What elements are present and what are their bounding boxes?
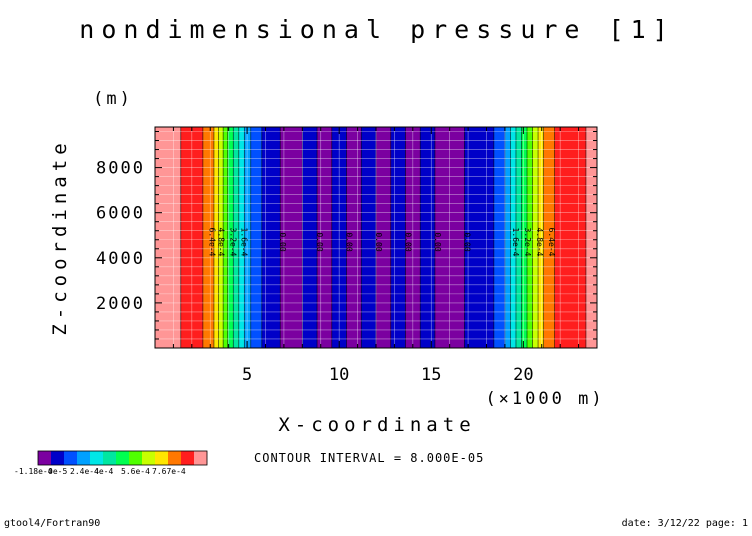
x-unit-label: (×1000 m)	[485, 389, 604, 409]
colorbar-swatch	[64, 451, 78, 465]
colorbar-label: 2.4e-4	[70, 467, 99, 476]
footer-left-text: gtool4/Fortran90	[4, 518, 100, 529]
colorbar-swatch	[168, 451, 182, 465]
contour-label: 0.00	[278, 232, 287, 251]
contour-interval-text: CONTOUR INTERVAL = 8.000E-05	[254, 451, 484, 465]
footer-right-text: date: 3/12/22 page: 1	[622, 518, 748, 529]
colorbar-swatch	[77, 451, 91, 465]
contour-label: 0.00	[462, 232, 471, 251]
contour-label: 0.00	[433, 232, 442, 251]
color-band	[464, 127, 495, 348]
color-band	[376, 127, 392, 348]
y-tick-label: 6000	[96, 204, 145, 224]
chart-title: nondimensional pressure [1]	[79, 15, 674, 44]
color-band	[543, 127, 556, 348]
contour-label: 1.6e-4	[240, 228, 249, 257]
color-band	[227, 127, 234, 348]
contour-label: 0.00	[315, 232, 324, 251]
colorbar-frame	[37, 450, 208, 466]
colorbar-label: -1.18e-4	[14, 467, 53, 476]
x-tick-label: 5	[242, 365, 252, 385]
color-band	[554, 127, 587, 348]
colorbar-labels: -1.18e-40e-5 2.4e-44e-4 5.6e-4 7.67e-4	[14, 467, 186, 476]
contour-label: 4.8e-4	[535, 228, 544, 257]
colorbar-label: 4e-4	[94, 467, 113, 476]
axis-ticks	[154, 127, 598, 348]
contour-label: 4.8e-4	[217, 228, 226, 257]
color-band	[223, 127, 229, 348]
color-band	[244, 127, 252, 348]
color-band	[302, 127, 318, 348]
contour-labels: 6.4e-4 4.8e-4 3.2e-4 1.6e-4 0.00 0.00 0.00 0.00…	[207, 228, 556, 257]
y-tick-label: 2000	[96, 294, 145, 314]
color-band	[521, 127, 528, 348]
contour-label: 6.4e-4	[547, 228, 556, 257]
contour-label: 3.2e-4	[229, 228, 238, 257]
y-unit-label: (m)	[93, 89, 133, 109]
y-axis-label: Z-coordinate	[49, 138, 71, 335]
colorbar-label: 0e-5	[48, 467, 67, 476]
color-band	[510, 127, 517, 348]
color-band	[280, 127, 303, 348]
color-band	[493, 127, 506, 348]
colorbar-swatch	[142, 451, 156, 465]
x-tick-label: 15	[421, 365, 441, 385]
x-tick-label: 10	[329, 365, 349, 385]
colorbar-swatch	[90, 451, 104, 465]
color-band	[504, 127, 511, 348]
y-tick-label: 8000	[96, 159, 145, 179]
colorbar-swatch	[155, 451, 169, 465]
color-band	[261, 127, 281, 348]
color-band	[585, 127, 598, 348]
color-band	[218, 127, 224, 348]
color-band	[202, 127, 215, 348]
colorbar-swatch	[51, 451, 65, 465]
colorbar-label: 7.67e-4	[152, 467, 186, 476]
contour-label: 1.6e-4	[511, 228, 520, 257]
contour-label: 0.00	[403, 232, 412, 251]
contour-label: 3.2e-4	[523, 228, 532, 257]
tick-labels: 5 10 15 20 2000 4000 6000 8000	[96, 159, 534, 385]
colorbar-swatch	[116, 451, 130, 465]
color-band	[361, 127, 377, 348]
color-band	[213, 127, 219, 348]
y-tick-label: 4000	[96, 249, 145, 269]
color-band	[420, 127, 436, 348]
x-tick-label: 20	[513, 365, 533, 385]
color-band	[238, 127, 245, 348]
color-band	[538, 127, 544, 348]
contour-label: 6.4e-4	[207, 228, 216, 257]
color-band	[155, 127, 182, 348]
contour-label: 0.00	[374, 232, 383, 251]
colorbar	[37, 450, 208, 466]
colorbar-swatch	[38, 451, 52, 465]
contour-label: 0.00	[345, 232, 354, 251]
color-band	[250, 127, 263, 348]
color-band	[532, 127, 539, 348]
color-band	[233, 127, 240, 348]
colorbar-swatch	[181, 451, 195, 465]
colorbar-swatch	[129, 451, 143, 465]
colorbar-swatch	[194, 451, 208, 465]
color-band	[527, 127, 533, 348]
color-band	[515, 127, 522, 348]
x-axis-label: X-coordinate	[278, 414, 475, 436]
colorbar-label: 5.6e-4	[121, 467, 150, 476]
colorbar-swatch	[103, 451, 117, 465]
